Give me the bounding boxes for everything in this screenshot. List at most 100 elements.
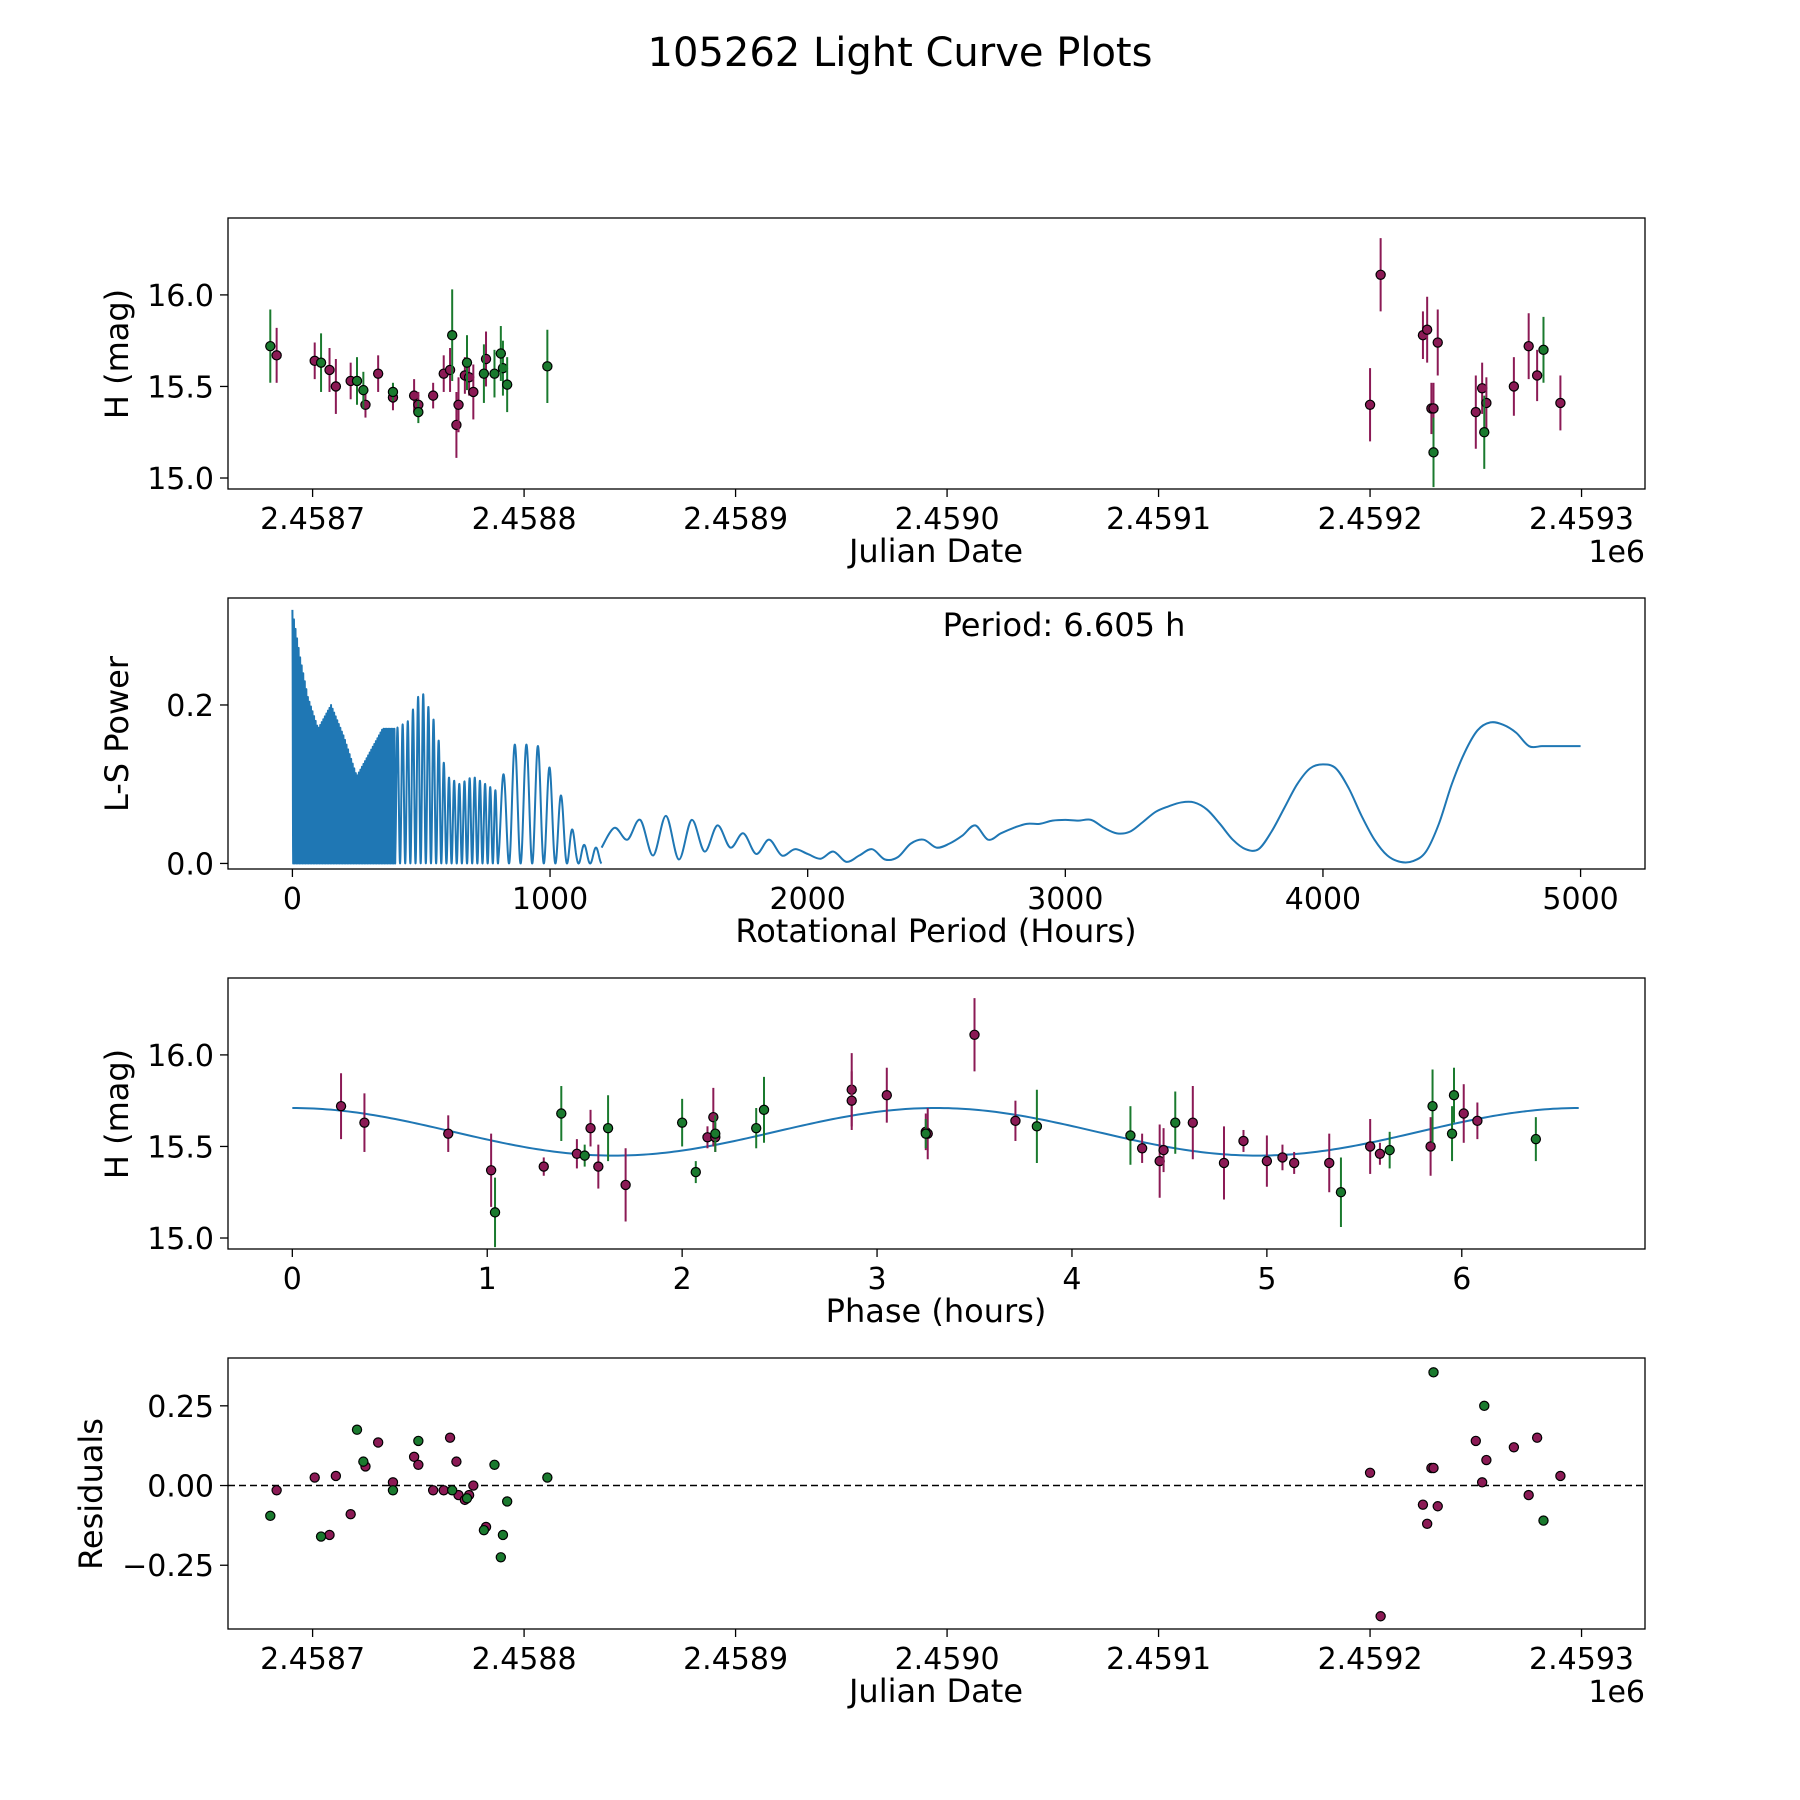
data-point: [358, 384, 369, 396]
data-point: [453, 399, 464, 410]
data-point: [710, 1128, 721, 1139]
data-point: [309, 1472, 320, 1483]
data-point: [542, 361, 553, 372]
data-point: [489, 1207, 501, 1218]
data-point: [620, 1179, 631, 1191]
y-tick-label: 0.25: [147, 1390, 214, 1425]
data-point: [1432, 1501, 1443, 1512]
data-point: [1238, 1135, 1249, 1147]
light-curve-x-ticks: 2.4587 2.4588 2.4589 2.4590 2.4591 2.4592 2.45…: [260, 489, 1634, 537]
data-point: [1364, 1467, 1376, 1478]
data-point: [1508, 1442, 1520, 1453]
x-tick-label: 3000: [1027, 882, 1103, 917]
data-point: [461, 1493, 473, 1504]
x-tick-label: 2.4590: [895, 1642, 1000, 1677]
light-curve-frame: [227, 217, 1646, 490]
residuals-frame: [227, 1357, 1646, 1630]
data-point: [444, 364, 456, 376]
data-point: [1531, 1432, 1543, 1443]
data-point: [676, 1117, 688, 1128]
x-tick-label: 5000: [1542, 882, 1618, 917]
periodogram-y-label: L-S Power: [98, 655, 136, 812]
data-point: [556, 1108, 567, 1119]
figure-title: 105262 Light Curve Plots: [648, 30, 1153, 76]
periodogram-x-label: Rotational Period (Hours): [735, 912, 1136, 950]
data-point: [489, 368, 500, 379]
data-point: [408, 1451, 420, 1463]
data-point: [387, 1485, 399, 1496]
y-tick-label: 15.5: [147, 370, 214, 405]
light-curve-x-offset: 1e6: [1588, 535, 1645, 570]
data-point: [468, 386, 479, 398]
data-point: [1288, 1157, 1300, 1169]
data-point: [408, 390, 420, 401]
data-point: [427, 1485, 439, 1496]
data-point: [468, 1480, 479, 1491]
data-point: [446, 1485, 458, 1496]
data-point: [1364, 399, 1376, 410]
data-point: [1531, 370, 1543, 381]
data-point: [1364, 1141, 1376, 1152]
data-point: [1508, 381, 1520, 392]
data-point: [1375, 269, 1386, 280]
data-point: [1031, 1121, 1043, 1132]
data-point: [1538, 1515, 1549, 1526]
light-curve-y-ticks: 15.0 15.5 16.0: [147, 279, 228, 497]
y-tick-label: 16.0: [147, 279, 214, 314]
data-point: [1010, 1115, 1021, 1127]
data-point: [358, 1456, 369, 1467]
light-curve-panel: 2.4587 2.4588 2.4589 2.4590 2.4591 2.4592 2.45…: [98, 217, 1646, 570]
x-tick-label: 0: [283, 882, 302, 917]
data-point: [708, 1111, 719, 1123]
y-tick-label: 16.0: [147, 1039, 214, 1074]
light-curve-y-label: H (mag): [98, 289, 136, 419]
residuals-x-ticks: 2.4587 2.4588 2.4589 2.4590 2.4591 2.4592 2.45…: [260, 1629, 1634, 1677]
data-point: [372, 368, 384, 379]
data-point: [602, 1122, 614, 1134]
x-tick-label: 2.4589: [683, 502, 788, 537]
period-annotation: Period: 6.605 h: [943, 606, 1186, 644]
x-tick-label: 4: [1062, 1262, 1081, 1297]
phase-folded-frame: [227, 977, 1646, 1250]
x-tick-label: 3: [868, 1262, 887, 1297]
data-point: [1523, 340, 1534, 352]
data-point: [478, 368, 490, 379]
x-tick-label: 6: [1452, 1262, 1471, 1297]
data-point: [1427, 1100, 1438, 1112]
data-point: [387, 386, 399, 398]
data-point: [690, 1166, 701, 1178]
data-point: [330, 1470, 342, 1482]
residuals-panel: 2.4587 2.4588 2.4589 2.4590 2.4591 2.4592 2.45…: [72, 1357, 1646, 1710]
periodogram-marks: [291, 609, 1581, 865]
x-tick-label: 2.4589: [683, 1642, 788, 1677]
data-point: [1261, 1155, 1273, 1167]
x-tick-label: 2.4591: [1106, 1642, 1211, 1677]
data-point: [1324, 1157, 1335, 1169]
phase-folded-x-ticks: 0 1 2 3 4 5 6: [283, 1249, 1471, 1297]
x-tick-label: 2.4587: [260, 1642, 365, 1677]
x-tick-label: 2.4592: [1318, 1642, 1423, 1677]
residuals-y-label: Residuals: [72, 1418, 110, 1570]
data-point: [497, 362, 509, 374]
periodogram-frame: [227, 597, 1646, 870]
data-point: [1428, 403, 1439, 414]
data-point: [1538, 344, 1549, 356]
data-point: [461, 357, 473, 368]
data-point: [478, 1524, 490, 1536]
data-point: [360, 399, 371, 410]
data-point: [265, 1510, 276, 1522]
x-tick-label: 2.4591: [1106, 502, 1211, 537]
phase-folded-y-label: H (mag): [98, 1049, 136, 1179]
data-point: [1335, 1187, 1347, 1198]
data-point: [451, 1456, 462, 1467]
data-point: [444, 1432, 456, 1443]
data-point: [463, 372, 475, 383]
x-tick-label: 2.4588: [472, 502, 577, 537]
data-point: [1530, 1133, 1542, 1145]
data-point: [969, 1029, 980, 1040]
periodogram-x-ticks: 0 1000 2000 3000 4000 5000: [283, 869, 1619, 917]
periodogram-smooth-line: [600, 721, 1581, 864]
data-point: [438, 1485, 449, 1496]
x-tick-label: 5: [1257, 1262, 1276, 1297]
